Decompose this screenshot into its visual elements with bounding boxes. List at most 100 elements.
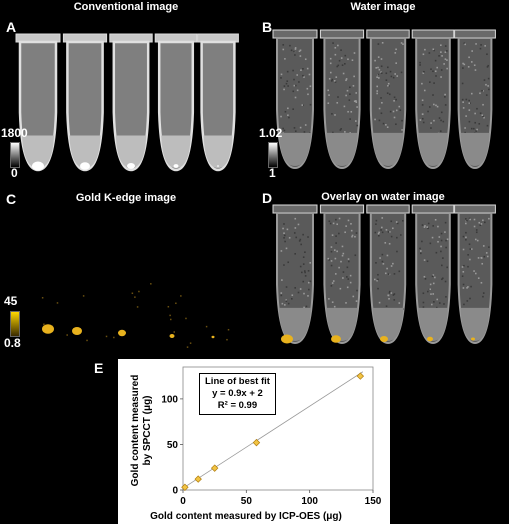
noise-speck: [402, 219, 404, 222]
noise-speck: [432, 225, 435, 227]
noise-speck: [435, 306, 438, 309]
noise-speck: [346, 266, 349, 269]
noise-speck: [302, 256, 305, 258]
noise-speck: [421, 113, 424, 115]
noise-speck: [474, 121, 477, 124]
noise-speck: [304, 275, 307, 277]
noise-speck: [354, 254, 357, 257]
noise-speck: [469, 297, 471, 300]
noise-speck: [332, 222, 335, 225]
noise-speck: [466, 300, 469, 302]
noise-speck: [488, 217, 490, 220]
noise-speck: [429, 81, 431, 83]
noise-speck: [392, 76, 395, 79]
noise-speck: [66, 334, 68, 336]
noise-speck: [433, 49, 435, 52]
noise-speck: [302, 104, 305, 107]
noise-speck: [333, 80, 336, 82]
noise-speck: [473, 218, 476, 221]
noise-speck: [480, 281, 483, 284]
panel-b-letter: B: [262, 19, 273, 35]
noise-speck: [446, 238, 449, 241]
noise-speck: [340, 260, 342, 263]
noise-speck: [376, 85, 378, 88]
noise-speck: [436, 298, 439, 301]
noise-speck: [376, 279, 378, 282]
noise-speck: [355, 300, 358, 302]
noise-speck: [396, 75, 399, 77]
noise-speck: [282, 48, 285, 51]
noise-speck: [82, 295, 85, 297]
noise-speck: [294, 47, 297, 49]
noise-speck: [436, 105, 439, 108]
noise-speck: [302, 233, 304, 236]
noise-speck: [346, 276, 348, 278]
noise-speck: [440, 51, 442, 53]
noise-speck: [352, 85, 355, 87]
noise-speck: [433, 301, 435, 303]
noise-speck: [381, 101, 383, 104]
tube: [454, 204, 496, 345]
noise-speck: [336, 65, 339, 68]
noise-speck: [462, 271, 465, 273]
noise-speck: [423, 70, 425, 73]
noise-speck: [374, 118, 376, 121]
noise-speck: [351, 235, 353, 238]
noise-speck: [294, 130, 297, 132]
noise-speck: [345, 225, 347, 227]
noise-speck: [387, 231, 390, 233]
noise-speck: [351, 234, 354, 237]
chart-area: 0 50 100 0 50 100 150 Gold content measured by …: [118, 359, 390, 524]
noise-speck: [393, 96, 396, 99]
noise-speck: [281, 302, 284, 305]
tube-cap: [319, 204, 365, 214]
noise-speck: [387, 294, 390, 297]
noise-speck: [476, 128, 478, 131]
noise-speck: [422, 53, 425, 56]
noise-speck: [342, 252, 345, 255]
noise-speck: [334, 273, 337, 275]
noise-speck: [138, 290, 140, 293]
noise-speck: [376, 92, 378, 95]
noise-speck: [353, 100, 356, 103]
noise-speck: [338, 232, 340, 235]
gold-spot: [427, 336, 433, 342]
noise-speck: [431, 236, 434, 239]
noise-speck: [474, 112, 476, 115]
noise-speck: [287, 85, 289, 87]
noise-speck: [440, 250, 442, 253]
tube: [15, 33, 61, 172]
noise-speck: [440, 69, 443, 71]
noise-speck: [444, 51, 447, 54]
noise-speck: [332, 131, 334, 134]
noise-speck: [299, 265, 302, 268]
noise-speck: [419, 250, 422, 252]
gold-spot: [32, 161, 44, 171]
gold-signal-spot: [118, 329, 126, 337]
noise-speck: [483, 255, 486, 258]
noise-speck: [150, 283, 152, 285]
noise-speck: [330, 260, 333, 262]
noise-speck: [331, 282, 334, 284]
noise-speck: [350, 229, 353, 232]
noise-speck: [352, 295, 355, 298]
noise-speck: [307, 236, 309, 238]
tube-cap: [366, 204, 410, 214]
noise-speck: [381, 253, 384, 256]
noise-speck: [435, 251, 438, 254]
noise-speck: [485, 94, 488, 96]
noise-speck: [400, 42, 403, 44]
noise-speck: [336, 250, 338, 253]
noise-speck: [374, 231, 377, 234]
noise-speck: [440, 119, 442, 122]
gold-spot: [471, 337, 475, 341]
noise-speck: [390, 292, 393, 294]
noise-speck: [378, 68, 381, 71]
noise-speck: [469, 102, 471, 104]
data-point: [356, 372, 365, 380]
noise-speck: [423, 226, 426, 228]
noise-speck: [434, 218, 437, 221]
noise-speck: [375, 219, 378, 222]
noise-speck: [466, 287, 468, 289]
noise-speck: [443, 303, 445, 305]
